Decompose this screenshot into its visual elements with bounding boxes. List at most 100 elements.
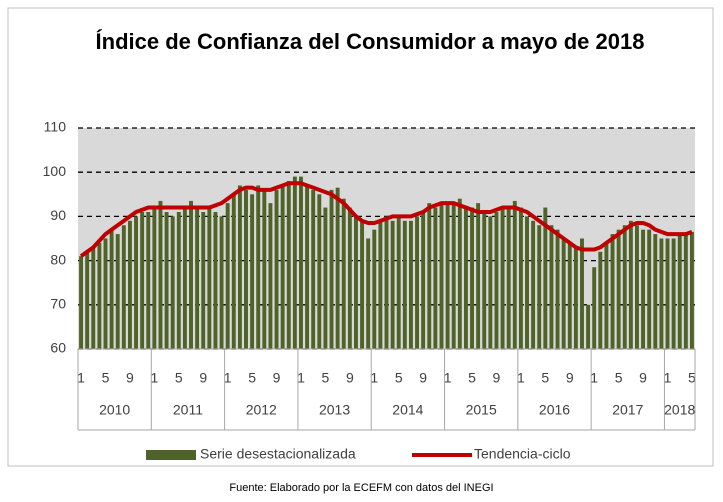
bar bbox=[305, 185, 310, 349]
bar bbox=[573, 247, 578, 349]
bar bbox=[335, 187, 340, 349]
x-tick-label: 9 bbox=[493, 370, 501, 386]
bar bbox=[665, 238, 670, 349]
bar bbox=[580, 238, 584, 349]
bar bbox=[140, 211, 145, 349]
x-tick-label: 5 bbox=[175, 370, 183, 386]
bar bbox=[189, 200, 193, 349]
legend-label: Serie desestacionalizada bbox=[200, 446, 356, 462]
x-tick-label: 5 bbox=[468, 370, 476, 386]
bar bbox=[506, 207, 511, 349]
bar bbox=[311, 189, 316, 349]
bar bbox=[378, 220, 383, 349]
chart-title: Índice de Confianza del Consumidor a may… bbox=[95, 29, 645, 54]
x-tick-label: 1 bbox=[297, 370, 305, 386]
bar bbox=[476, 203, 481, 349]
bar bbox=[231, 194, 236, 349]
y-tick-label: 100 bbox=[43, 163, 67, 179]
bar bbox=[653, 234, 658, 349]
bar bbox=[268, 203, 273, 349]
bar bbox=[671, 238, 676, 349]
bar bbox=[494, 211, 499, 349]
bar bbox=[457, 198, 462, 349]
y-tick-label: 110 bbox=[44, 119, 67, 135]
x-tick-label: 1 bbox=[517, 370, 525, 386]
bar bbox=[622, 225, 627, 349]
year-label: 2010 bbox=[99, 402, 130, 418]
x-tick-label: 5 bbox=[688, 370, 696, 386]
bar bbox=[500, 207, 505, 349]
bar bbox=[610, 234, 615, 349]
bar bbox=[213, 211, 218, 349]
bar bbox=[543, 207, 548, 349]
bar bbox=[97, 242, 102, 349]
x-tick-label: 5 bbox=[615, 370, 623, 386]
x-tick-label: 9 bbox=[199, 370, 207, 386]
x-tick-label: 1 bbox=[664, 370, 672, 386]
x-tick-label: 5 bbox=[395, 370, 403, 386]
x-tick-label: 1 bbox=[590, 370, 598, 386]
bar bbox=[323, 207, 328, 349]
bar bbox=[683, 234, 688, 349]
bar bbox=[421, 211, 426, 349]
bar bbox=[567, 242, 572, 349]
bar bbox=[604, 242, 609, 349]
bar bbox=[537, 225, 542, 349]
bar bbox=[647, 229, 652, 349]
y-tick-label: 90 bbox=[50, 207, 66, 223]
bar bbox=[250, 194, 255, 349]
bar bbox=[146, 211, 151, 349]
bar bbox=[237, 185, 242, 349]
bar bbox=[152, 207, 157, 349]
bar bbox=[79, 256, 84, 349]
year-label: 2014 bbox=[392, 402, 423, 418]
bar bbox=[341, 198, 346, 349]
bar bbox=[635, 225, 639, 349]
bar bbox=[488, 216, 493, 349]
x-tick-label: 1 bbox=[224, 370, 232, 386]
bar bbox=[256, 185, 261, 349]
bar bbox=[598, 251, 603, 349]
bar bbox=[415, 216, 419, 349]
x-tick-label: 1 bbox=[370, 370, 378, 386]
chart-border bbox=[7, 7, 714, 467]
source-note: Fuente: Elaborado por la ECEFM con datos… bbox=[229, 482, 494, 494]
bar bbox=[170, 216, 175, 349]
bar bbox=[360, 220, 365, 349]
bar bbox=[286, 181, 291, 349]
bar bbox=[317, 194, 322, 349]
x-tick-label: 9 bbox=[566, 370, 574, 386]
bar bbox=[408, 220, 413, 349]
bar bbox=[463, 207, 468, 349]
bar bbox=[518, 207, 523, 349]
year-label: 2011 bbox=[173, 402, 203, 418]
bar bbox=[396, 216, 401, 349]
year-label: 2013 bbox=[319, 402, 350, 418]
year-label: 2017 bbox=[612, 402, 643, 418]
bar bbox=[390, 220, 395, 349]
bar bbox=[677, 234, 682, 349]
bar bbox=[555, 229, 560, 349]
y-tick-label: 60 bbox=[50, 340, 66, 356]
bar bbox=[280, 185, 285, 349]
bar bbox=[366, 238, 371, 349]
bar bbox=[195, 207, 200, 349]
bar bbox=[274, 189, 279, 349]
bar bbox=[628, 220, 633, 349]
year-label: 2016 bbox=[539, 402, 570, 418]
bar bbox=[616, 229, 621, 349]
bar bbox=[292, 176, 297, 349]
bar bbox=[109, 229, 114, 349]
x-tick-label: 1 bbox=[444, 370, 452, 386]
bar bbox=[103, 238, 108, 349]
bar bbox=[244, 189, 248, 349]
year-label: 2012 bbox=[246, 402, 277, 418]
x-tick-label: 5 bbox=[102, 370, 110, 386]
bar bbox=[201, 211, 206, 349]
bar bbox=[121, 225, 126, 349]
bar bbox=[689, 231, 694, 349]
x-tick-label: 9 bbox=[126, 370, 134, 386]
bar bbox=[115, 234, 120, 349]
